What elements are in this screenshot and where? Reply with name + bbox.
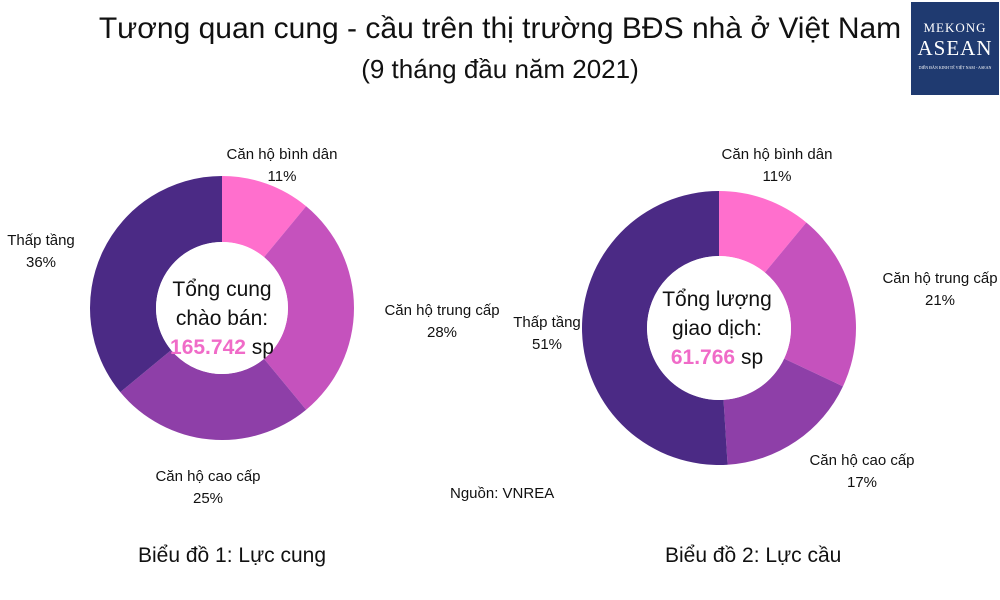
donut-chart-demand (581, 191, 856, 465)
donut-slice-supply-thap-tang (90, 176, 222, 393)
slice-label-supply-thap-tang: Thấp tầng 36% (7, 232, 75, 271)
slice-label-supply-cao-cap: Căn hộ cao cấp 25% (155, 468, 261, 507)
donut-hole-demand (647, 256, 791, 400)
slice-label-demand-binh-dan: Căn hộ bình dân 11% (721, 146, 833, 185)
logo-line-2: ASEAN (917, 36, 993, 60)
chart-caption-demand: Biểu đồ 2: Lực cầu (665, 544, 842, 567)
demand-center-text: Tổng lượng giao dịch: 61.766 sp (662, 288, 772, 369)
logo-line-1: MEKONG (923, 20, 987, 35)
slice-label-demand-thap-tang: Thấp tầng 51% (513, 314, 581, 353)
page-subtitle: (9 tháng đầu năm 2021) (361, 54, 639, 84)
slice-label-supply-trung-cap: Căn hộ trung cấp 28% (384, 302, 500, 341)
donut-slice-supply-cao-cap (120, 350, 307, 441)
slice-label-supply-binh-dan: Căn hộ bình dân 11% (226, 146, 338, 185)
logo-line-3: DIỄN ĐÀN KINH TẾ VIỆT NAM - ASEAN (918, 65, 992, 70)
mekong-asean-logo: MEKONG ASEAN DIỄN ĐÀN KINH TẾ VIỆT NAM -… (911, 2, 999, 95)
source-note: Nguồn: VNREA (450, 485, 555, 502)
donut-slice-demand-binh-dan (719, 191, 807, 273)
donut-chart-supply (90, 176, 354, 441)
slice-label-demand-trung-cap: Căn hộ trung cấp 21% (882, 270, 998, 309)
donut-slice-demand-trung-cap (764, 222, 856, 387)
supply-center-text: Tổng cung chào bán: 165.742 sp (170, 278, 274, 359)
chart-caption-supply: Biểu đồ 1: Lực cung (138, 544, 327, 567)
donut-hole-supply (156, 242, 288, 374)
donut-slice-supply-trung-cap (264, 206, 354, 410)
donut-slice-demand-cao-cap (723, 358, 843, 465)
slice-label-demand-cao-cap: Căn hộ cao cấp 17% (809, 452, 915, 491)
donut-slice-demand-thap-tang (581, 191, 728, 465)
page-title: Tương quan cung - cầu trên thị trường BĐ… (98, 12, 902, 45)
donut-slice-supply-binh-dan (222, 176, 307, 258)
